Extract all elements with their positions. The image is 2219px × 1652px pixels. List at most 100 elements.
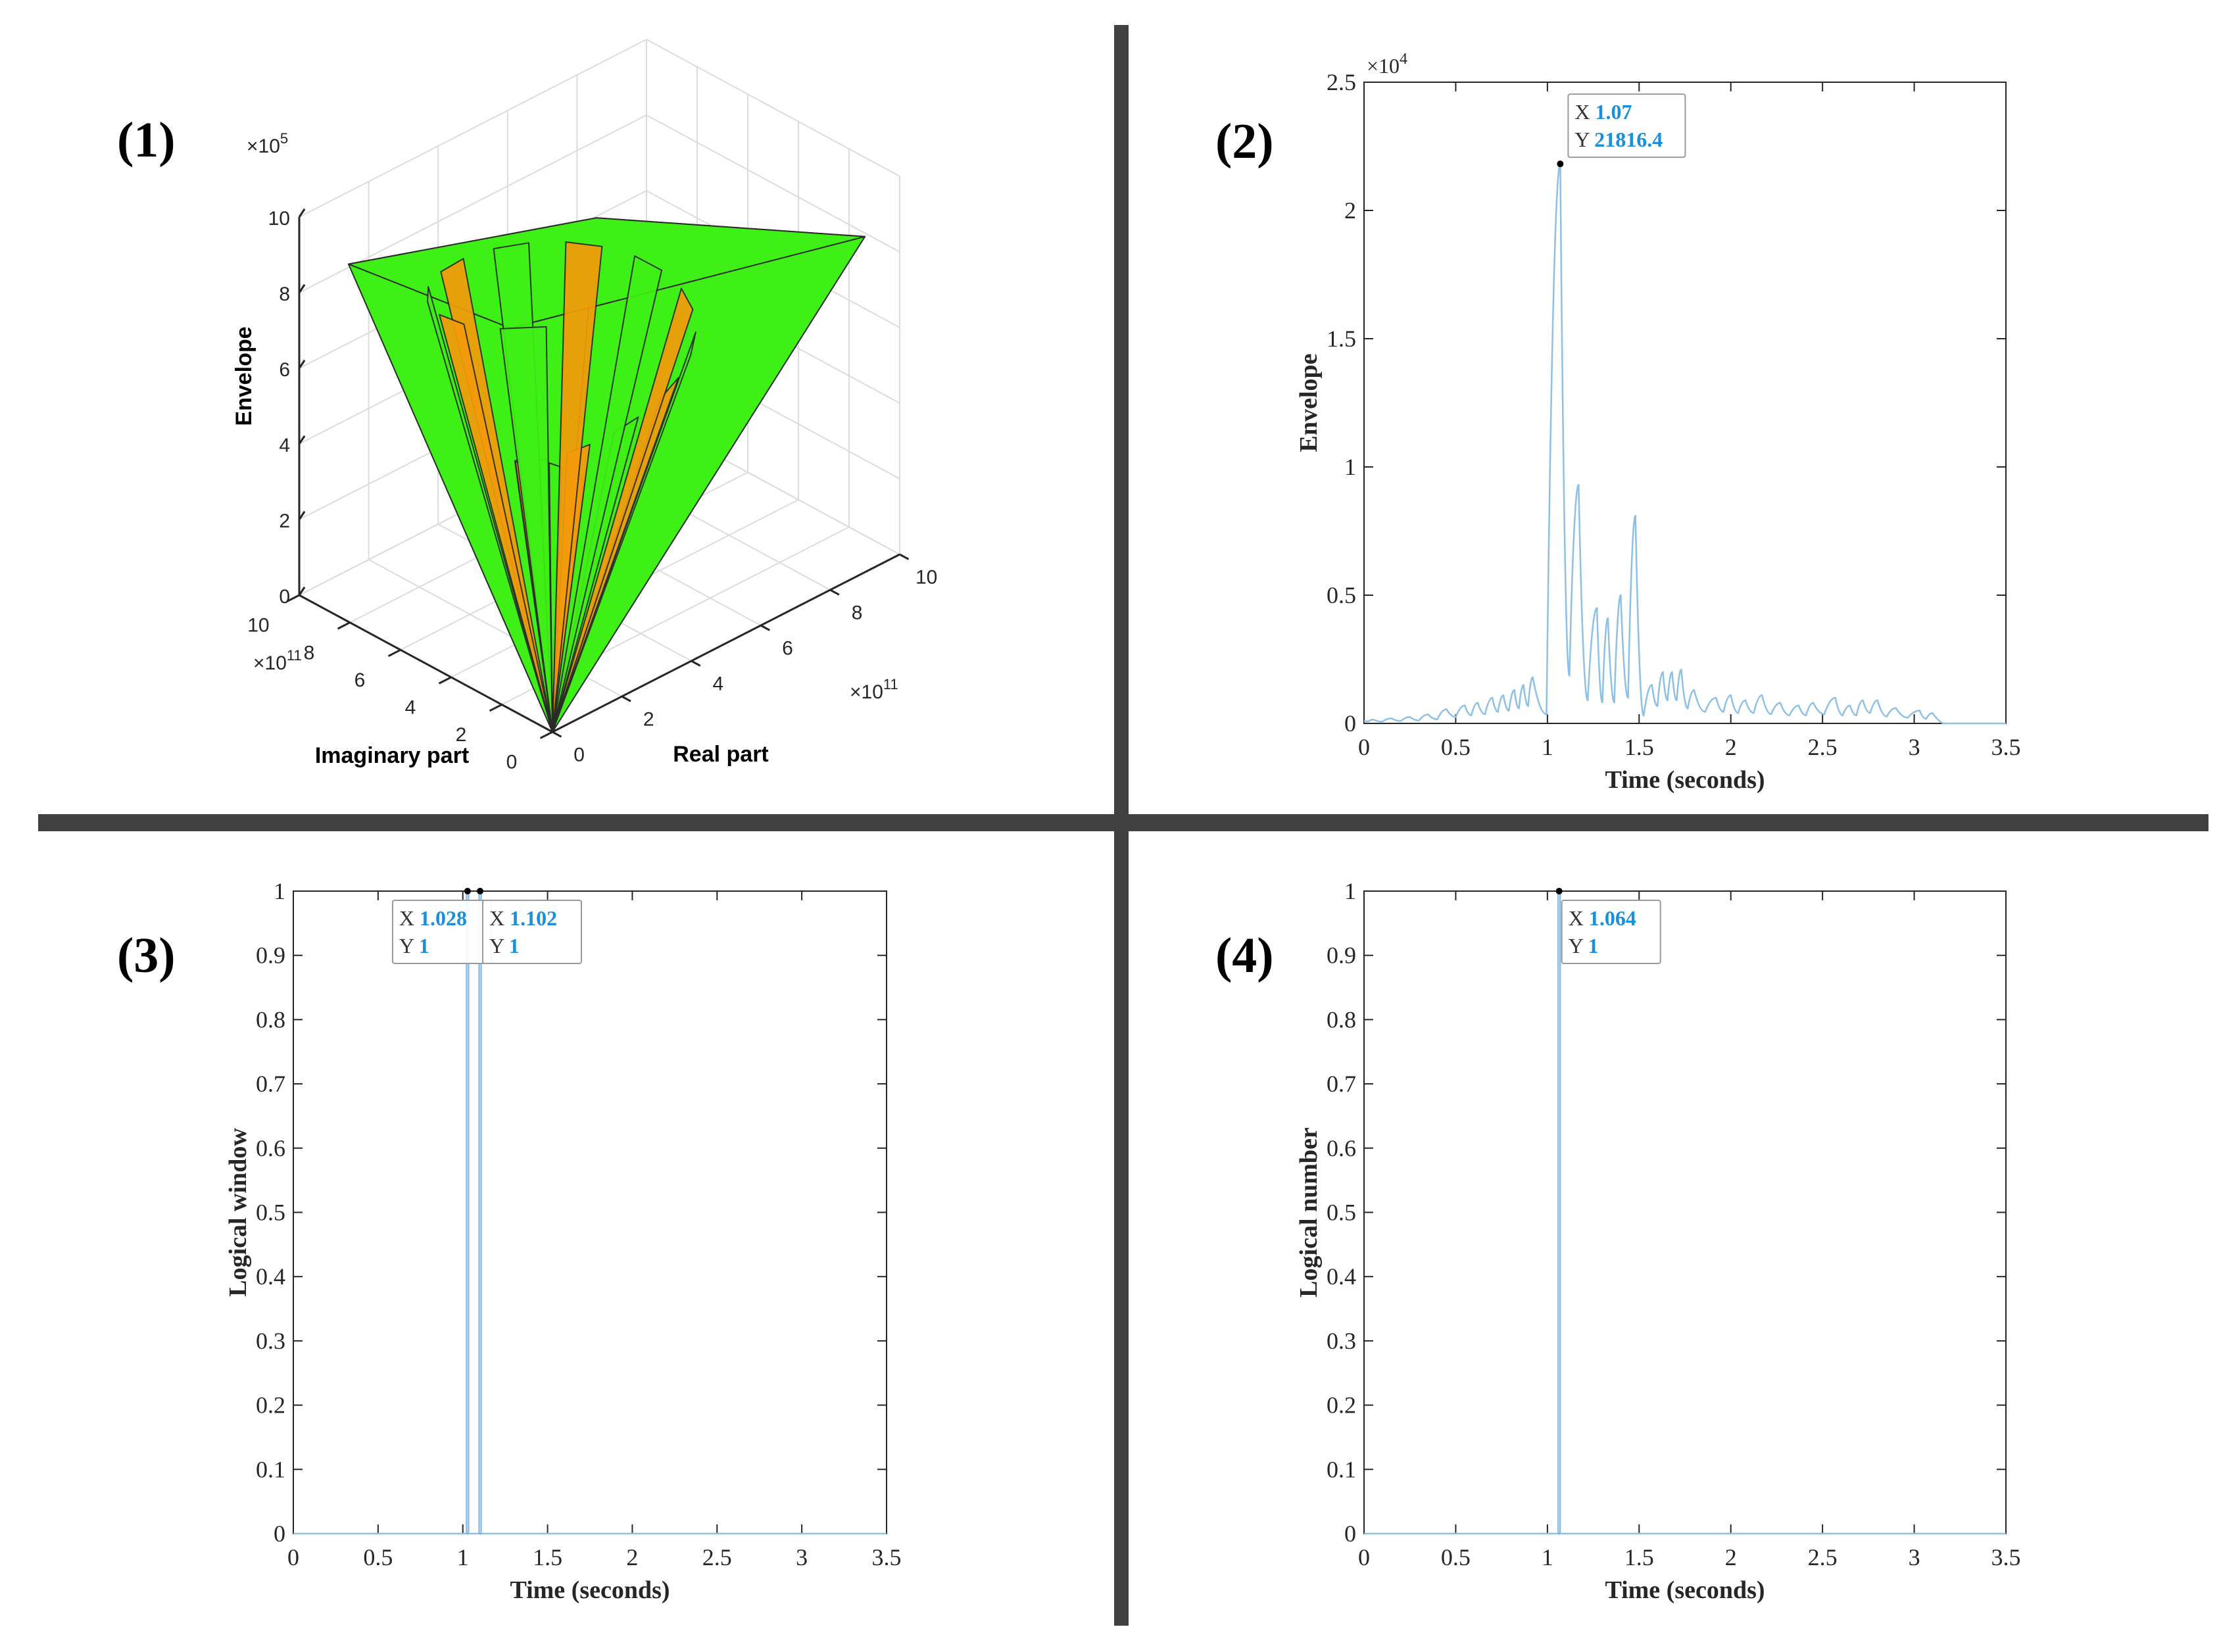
y-tick-label: 0.1 bbox=[256, 1456, 285, 1482]
x-tick bbox=[552, 731, 562, 738]
x-tick-labels: 0 2 4 6 8 10 bbox=[573, 567, 937, 766]
y-tick bbox=[489, 704, 502, 712]
x-tick-label: 0.5 bbox=[1441, 734, 1471, 760]
y-tick-label: 1 bbox=[274, 878, 285, 904]
x-tick-label: 2 bbox=[1725, 734, 1737, 760]
plot-box bbox=[1363, 82, 2007, 724]
y-tick-label: 0 bbox=[274, 1520, 285, 1547]
y-tick-label: 0.2 bbox=[256, 1392, 285, 1419]
y-axis-line bbox=[299, 594, 553, 733]
y-tick-label: 0.7 bbox=[256, 1071, 285, 1097]
surface-face bbox=[552, 241, 603, 733]
x-tick-label: 2.5 bbox=[702, 1544, 732, 1570]
surface-face bbox=[552, 255, 663, 733]
x-tick-label: 3 bbox=[1909, 734, 1920, 760]
y-tick-label: 1 bbox=[1344, 878, 1356, 904]
y-tick-label: 0.4 bbox=[1327, 1263, 1356, 1290]
x-tick-label: 1 bbox=[457, 1544, 469, 1570]
x-tick-label: 3.5 bbox=[1991, 734, 2021, 760]
x-tick-label: 2 bbox=[626, 1544, 638, 1570]
panel-label-1: (1) bbox=[117, 112, 176, 168]
datatip-number[interactable]: X 1.064 Y 1 bbox=[1555, 888, 1661, 964]
datatip-window-start[interactable]: X 1.028 Y 1 bbox=[391, 888, 492, 964]
y-tick-label: 0.3 bbox=[256, 1328, 285, 1354]
y-tick-label: 0 bbox=[1344, 1520, 1356, 1547]
side-wall-grid-line bbox=[646, 39, 900, 177]
logical-window-chart-3: (3) 0 0.5 1 1.5 2 2.5 3 3.5 0 0.1 0.2 0.3 0.4 0.5 0.6 0.… bbox=[117, 878, 902, 1604]
y-exponent: ×1011 bbox=[253, 647, 302, 674]
y-tick-labels: 0 2 4 6 8 10 bbox=[247, 615, 517, 773]
datatip-marker bbox=[1557, 160, 1564, 168]
y-tick-label: 0.5 bbox=[1327, 582, 1356, 608]
z-tick-labels: 0 2 4 6 8 10 bbox=[268, 208, 290, 608]
z-tick-label: 8 bbox=[279, 283, 290, 305]
plot-box bbox=[1363, 890, 2007, 1534]
cone-surface bbox=[347, 217, 866, 733]
logical-number-series bbox=[1364, 890, 2006, 1535]
y-tick-label: 0.2 bbox=[1327, 1392, 1356, 1419]
x-tick-label: 1.5 bbox=[533, 1544, 562, 1570]
x-tick-label: 2 bbox=[1725, 1544, 1737, 1570]
z-tick-label: 6 bbox=[279, 359, 290, 381]
x-tick bbox=[691, 660, 701, 667]
y-tick-label: 4 bbox=[405, 697, 416, 719]
panel-label-2: (2) bbox=[1215, 114, 1274, 169]
y-tick-label: 8 bbox=[304, 642, 315, 664]
y-tick-label: 0.6 bbox=[1327, 1135, 1356, 1161]
x-tick-label: 3.5 bbox=[1991, 1544, 2021, 1570]
x-tick-label: 8 bbox=[852, 602, 863, 624]
x-tick-label: 1 bbox=[1542, 734, 1553, 760]
y-tick-label: 0 bbox=[1344, 710, 1356, 737]
side-wall-grid-line bbox=[646, 114, 900, 253]
x-tick-label: 0 bbox=[1358, 1544, 1370, 1570]
y-tick-label: 0.7 bbox=[1327, 1071, 1356, 1097]
y-tick-label: 0.4 bbox=[256, 1263, 285, 1290]
x-tick-label: 6 bbox=[782, 638, 793, 660]
z-axis-label: Envelope bbox=[232, 326, 256, 425]
x-tick-label: 2.5 bbox=[1808, 734, 1838, 760]
z-tick bbox=[298, 283, 306, 293]
y-tick-label: 0 bbox=[506, 752, 518, 773]
x-axis-label: Time (seconds) bbox=[510, 1576, 670, 1604]
datatip-marker bbox=[477, 888, 484, 894]
datatip-box bbox=[482, 900, 583, 964]
datatip-x: X 1.028 bbox=[399, 906, 467, 930]
envelope-series bbox=[1363, 162, 2006, 725]
x-tick-label: 3 bbox=[796, 1544, 808, 1570]
z-tick bbox=[298, 435, 306, 445]
logical-number-line bbox=[1364, 890, 2006, 1535]
horizontal-divider bbox=[38, 814, 2208, 831]
datatip-marker bbox=[464, 888, 471, 894]
surface-face bbox=[552, 331, 696, 733]
y-tick bbox=[286, 594, 300, 602]
z-exponent: ×105 bbox=[247, 130, 288, 157]
x-tick-label: 2 bbox=[643, 709, 654, 731]
datatip-y: Y 21816.4 bbox=[1574, 128, 1663, 151]
datatip-x: X 1.102 bbox=[489, 906, 557, 930]
x-tick bbox=[899, 553, 910, 560]
x-tick bbox=[621, 695, 631, 702]
y-tick-label: 0.9 bbox=[1327, 942, 1356, 969]
datatip-window-end[interactable]: X 1.102 Y 1 bbox=[477, 888, 583, 964]
z-tick-label: 0 bbox=[279, 586, 290, 608]
y-tick-label: 0.9 bbox=[256, 942, 285, 969]
x-tick-label: 1 bbox=[1542, 1544, 1553, 1570]
plot-box bbox=[293, 890, 887, 1534]
surface-face bbox=[427, 285, 553, 733]
z-tick-label: 4 bbox=[279, 435, 290, 456]
x-axis-label: Time (seconds) bbox=[1605, 766, 1765, 794]
panel-label-4: (4) bbox=[1215, 928, 1274, 983]
x-axis-label: Time (seconds) bbox=[1605, 1576, 1765, 1604]
surface-chart-1: (1) 0 2 4 6 8 10 0 2 4 6 8 10 0 2 4 6 8 10 ×105 ×1011 ×… bbox=[117, 39, 937, 773]
envelope-line bbox=[1363, 162, 2006, 725]
3d-axes bbox=[286, 208, 910, 739]
x-tick bbox=[760, 624, 770, 631]
x-tick-label: 2.5 bbox=[1808, 1544, 1838, 1570]
datatip-peak[interactable]: X 1.07 Y 21816.4 bbox=[1557, 93, 1686, 168]
y-tick bbox=[337, 621, 351, 630]
envelope-chart-2: (2) 0 0.5 1 1.5 2 2.5 3 3.5 0 0.5 1 1.5 2 2.5 Time (sec… bbox=[1215, 51, 2021, 794]
y-tick-label: 0.5 bbox=[1327, 1200, 1356, 1226]
z-tick bbox=[298, 208, 306, 218]
y-tick bbox=[387, 648, 401, 657]
y-tick-label: 0.8 bbox=[1327, 1006, 1356, 1032]
